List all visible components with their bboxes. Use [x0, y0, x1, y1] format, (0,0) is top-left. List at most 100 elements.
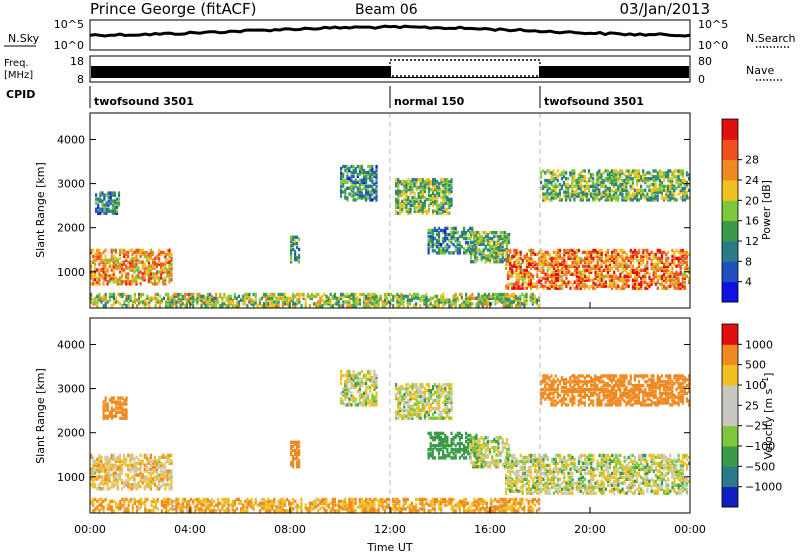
echo-cell	[592, 278, 595, 282]
echo-cell	[362, 172, 366, 177]
echo-cell	[535, 298, 538, 302]
echo-cell	[667, 196, 670, 200]
echo-cell	[446, 410, 449, 414]
echo-cell	[427, 234, 430, 239]
echo-cell	[137, 292, 141, 297]
beam-label: Beam 06	[355, 2, 418, 18]
echo-cell	[102, 475, 105, 479]
echo-cell	[590, 254, 593, 259]
echo-cell	[448, 385, 451, 389]
echo-cell	[399, 392, 402, 397]
echo-cell	[402, 294, 405, 299]
echo-cell	[283, 294, 286, 299]
echo-cell	[442, 197, 445, 202]
echo-cell	[423, 300, 426, 304]
echo-cell	[407, 209, 410, 213]
echo-cell	[673, 190, 676, 194]
echo-cell	[271, 298, 274, 302]
echo-cell	[460, 292, 463, 297]
echo-cell	[602, 284, 605, 288]
echo-cell	[397, 182, 400, 186]
echo-cell	[105, 193, 108, 197]
echo-cell	[442, 408, 445, 412]
echo-cell	[110, 264, 113, 268]
echo-cell	[550, 272, 553, 276]
echo-cell	[415, 398, 418, 403]
echo-cell	[456, 296, 459, 300]
echo-cell	[129, 294, 132, 299]
echo-cell	[467, 228, 470, 233]
echo-cell	[473, 435, 476, 440]
echo-cell	[480, 250, 483, 254]
echo-cell	[162, 278, 165, 282]
echo-cell	[133, 298, 136, 302]
echo-cell	[103, 193, 106, 197]
echo-cell	[437, 241, 441, 245]
echo-cell	[348, 166, 351, 171]
echo-cell	[170, 461, 173, 465]
echo-cell	[448, 408, 451, 412]
echo-cell	[505, 262, 508, 266]
echo-cell	[415, 205, 418, 209]
echo-cell	[365, 302, 368, 306]
echo-cell	[103, 211, 106, 215]
echo-cell	[166, 453, 169, 458]
echo-cell	[158, 262, 161, 266]
echo-cell	[365, 395, 368, 399]
echo-cell	[598, 282, 601, 286]
echo-cell	[683, 282, 686, 286]
echo-cell	[631, 280, 634, 284]
echo-cell	[454, 294, 457, 299]
echo-cell	[423, 201, 426, 206]
echo-cell	[158, 270, 161, 274]
echo-cell	[143, 467, 146, 471]
echo-cell	[298, 463, 301, 467]
echo-cell	[431, 452, 434, 456]
echo-cell	[675, 198, 678, 202]
echo-cell	[114, 475, 117, 479]
echo-cell	[407, 402, 410, 407]
echo-cell	[573, 171, 576, 175]
echo-cell	[342, 178, 345, 182]
echo-cell	[371, 172, 374, 177]
freq-unit-label: [MHz]	[4, 70, 33, 81]
echo-cell	[472, 240, 475, 245]
echo-cell	[499, 236, 502, 241]
echo-cell	[685, 260, 688, 265]
echo-cell	[600, 282, 603, 286]
echo-cell	[656, 286, 659, 290]
echo-cell	[469, 226, 472, 231]
echo-cell	[429, 193, 433, 198]
echo-cell	[437, 239, 441, 243]
echo-cell	[106, 485, 109, 489]
echo-cell	[656, 256, 659, 261]
echo-cell	[421, 205, 424, 209]
echo-cell	[625, 274, 628, 278]
echo-cell	[467, 296, 470, 300]
echo-cell	[507, 238, 511, 243]
echo-cell	[685, 194, 688, 198]
echo-cell	[529, 280, 533, 284]
echo-cell	[356, 377, 359, 382]
echo-cell	[587, 177, 591, 181]
echo-cell	[223, 294, 226, 299]
echo-cell	[506, 300, 509, 304]
echo-cell	[667, 274, 670, 278]
echo-cell	[104, 296, 107, 300]
echo-cell	[627, 258, 630, 263]
echo-cell	[141, 272, 144, 276]
echo-cell	[302, 296, 305, 300]
echo-cell	[125, 304, 128, 308]
echo-cell	[371, 192, 374, 196]
echo-cell	[525, 296, 528, 300]
echo-cell	[294, 452, 297, 457]
echo-cell	[448, 251, 451, 255]
echo-cell	[405, 189, 408, 194]
echo-cell	[525, 282, 528, 286]
echo-cell	[171, 294, 174, 299]
echo-cell	[354, 397, 357, 401]
echo-cell	[515, 282, 518, 286]
echo-cell	[462, 456, 466, 460]
echo-cell	[434, 410, 437, 414]
echo-cell	[604, 260, 607, 265]
